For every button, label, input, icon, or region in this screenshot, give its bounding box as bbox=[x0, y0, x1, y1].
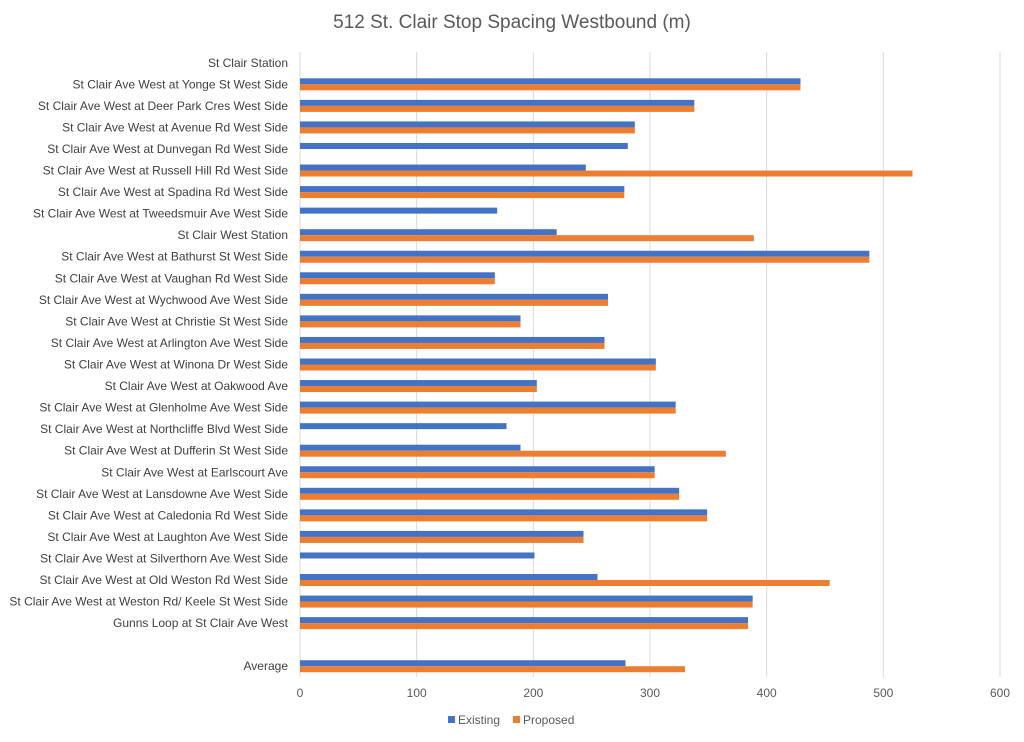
category-label: St Clair Ave West at Winona Dr West Side bbox=[64, 358, 288, 372]
bar-existing bbox=[300, 293, 608, 300]
x-tick-label: 200 bbox=[523, 686, 543, 700]
bar-existing bbox=[300, 336, 605, 343]
category-labels: St Clair Station St Clair Ave West at Yon… bbox=[9, 56, 288, 673]
category-label: St Clair Ave West at Dufferin St West Si… bbox=[64, 444, 288, 458]
legend-swatch-existing bbox=[448, 716, 455, 723]
bar-existing bbox=[300, 272, 495, 279]
category-label: Average bbox=[244, 659, 289, 673]
category-label: St Clair Ave West at Lansdowne Ave West … bbox=[36, 487, 288, 501]
bar-proposed bbox=[300, 407, 676, 414]
bar-proposed bbox=[300, 299, 608, 306]
bar-existing bbox=[300, 401, 676, 408]
category-label: St Clair Ave West at Earlscourt Ave bbox=[101, 465, 288, 479]
bar-existing bbox=[300, 509, 708, 516]
bar-existing bbox=[300, 444, 521, 451]
bar-existing bbox=[300, 552, 535, 559]
x-tick-label: 600 bbox=[990, 686, 1010, 700]
category-label: St Clair Ave West at Vaughan Rd West Sid… bbox=[55, 271, 289, 285]
category-label: St Clair Ave West at Spadina Rd West Sid… bbox=[58, 185, 288, 199]
bar-existing bbox=[300, 423, 507, 430]
bar-existing bbox=[300, 164, 586, 171]
category-label: St Clair Ave West at Northcliffe Blvd We… bbox=[40, 422, 288, 436]
bar-proposed bbox=[300, 493, 680, 500]
x-tick-label: 300 bbox=[640, 686, 660, 700]
x-tick-label: 400 bbox=[757, 686, 777, 700]
bar-proposed bbox=[300, 472, 655, 479]
bar-proposed bbox=[300, 666, 685, 673]
bar-existing bbox=[300, 250, 870, 257]
category-label: St Clair Ave West at Weston Rd/ Keele St… bbox=[9, 595, 288, 609]
x-tick-labels: 0 100 200 300 400 500 600 bbox=[297, 686, 1011, 700]
category-label: St Clair Ave West at Arlington Ave West … bbox=[51, 336, 289, 350]
bar-existing bbox=[300, 142, 628, 149]
chart-title: 512 St. Clair Stop Spacing Westbound (m) bbox=[333, 12, 691, 33]
bar-proposed bbox=[300, 84, 801, 91]
bar-proposed bbox=[300, 623, 748, 630]
x-tick-label: 0 bbox=[297, 686, 304, 700]
category-label: Gunns Loop at St Clair Ave West bbox=[113, 616, 289, 630]
bar-proposed bbox=[300, 192, 625, 199]
category-label: St Clair Ave West at Christie St West Si… bbox=[65, 314, 288, 328]
bar-existing bbox=[300, 487, 680, 494]
bar-existing bbox=[300, 530, 584, 537]
category-label: St Clair Ave West at Caledonia Rd West S… bbox=[48, 508, 288, 522]
x-tick-label: 100 bbox=[407, 686, 427, 700]
bar-existing bbox=[300, 358, 656, 365]
bar-proposed bbox=[300, 105, 695, 112]
legend-label-existing: Existing bbox=[458, 713, 500, 727]
bar-existing bbox=[300, 380, 537, 387]
category-label: St Clair Ave West at Glenholme Ave West … bbox=[39, 401, 288, 415]
bar-proposed bbox=[300, 515, 708, 522]
category-label: St Clair Station bbox=[208, 56, 288, 70]
bar-existing bbox=[300, 466, 655, 473]
category-label: St Clair Ave West at Old Weston Rd West … bbox=[39, 573, 288, 587]
category-label: St Clair Ave West at Yonge St West Side bbox=[73, 77, 289, 91]
legend: Existing Proposed bbox=[448, 713, 574, 727]
category-label: St Clair Ave West at Dunvegan Rd West Si… bbox=[47, 142, 288, 156]
bar-proposed bbox=[300, 364, 656, 371]
category-label: St Clair Ave West at Silverthorn Ave Wes… bbox=[40, 551, 288, 565]
bar-existing bbox=[300, 315, 521, 322]
bar-existing bbox=[300, 207, 498, 214]
category-label: St Clair Ave West at Wychwood Ave West S… bbox=[39, 293, 288, 307]
bar-existing bbox=[300, 99, 695, 106]
category-label: St Clair West Station bbox=[178, 228, 288, 242]
bar-existing bbox=[300, 229, 557, 236]
bar-proposed bbox=[300, 450, 726, 457]
bar-existing bbox=[300, 78, 801, 85]
bar-proposed bbox=[300, 278, 495, 285]
bar-existing bbox=[300, 617, 748, 624]
bars bbox=[300, 78, 913, 673]
x-tick-label: 500 bbox=[873, 686, 893, 700]
bar-existing bbox=[300, 660, 626, 667]
bar-proposed bbox=[300, 386, 537, 393]
bar-proposed bbox=[300, 235, 754, 242]
bar-proposed bbox=[300, 580, 830, 587]
category-label: St Clair Ave West at Tweedsmuir Ave West… bbox=[33, 207, 288, 221]
legend-label-proposed: Proposed bbox=[523, 713, 574, 727]
category-label: St Clair Ave West at Avenue Rd West Side bbox=[62, 120, 288, 134]
legend-swatch-proposed bbox=[513, 716, 520, 723]
bar-existing bbox=[300, 595, 753, 602]
category-label: St Clair Ave West at Russell Hill Rd Wes… bbox=[43, 164, 289, 178]
bar-proposed bbox=[300, 601, 753, 608]
bar-proposed bbox=[300, 127, 635, 134]
bar-proposed bbox=[300, 321, 521, 328]
bar-existing bbox=[300, 186, 625, 193]
category-label: St Clair Ave West at Bathurst St West Si… bbox=[61, 250, 288, 264]
category-label: St Clair Ave West at Oakwood Ave bbox=[105, 379, 289, 393]
bar-existing bbox=[300, 574, 598, 581]
bar-proposed bbox=[300, 170, 913, 177]
bar-proposed bbox=[300, 256, 870, 263]
category-label: St Clair Ave West at Deer Park Cres West… bbox=[38, 99, 288, 113]
bar-existing bbox=[300, 121, 635, 128]
bar-proposed bbox=[300, 342, 605, 349]
bar-proposed bbox=[300, 536, 584, 543]
category-label: St Clair Ave West at Laughton Ave West S… bbox=[47, 530, 288, 544]
